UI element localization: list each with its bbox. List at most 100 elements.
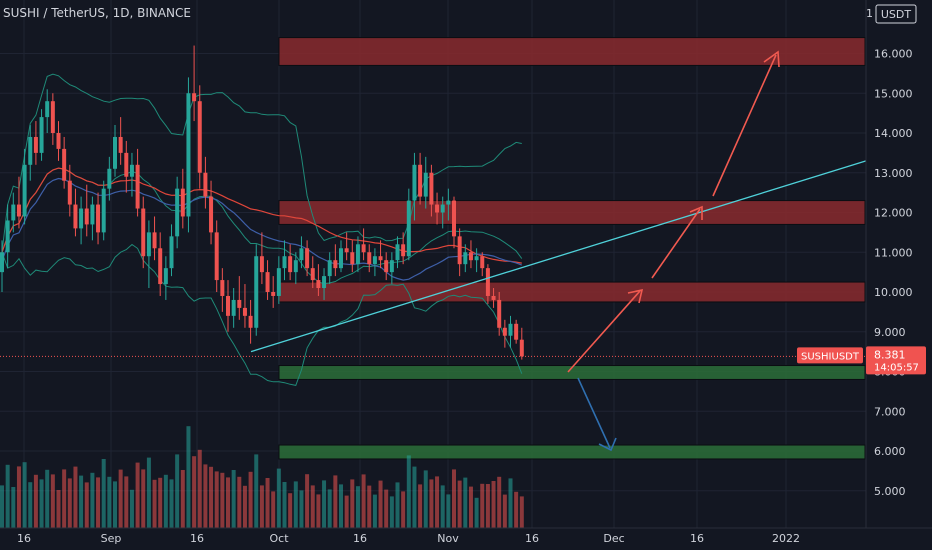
candle[interactable] xyxy=(22,164,27,217)
candle[interactable] xyxy=(361,244,366,253)
candle[interactable] xyxy=(418,164,423,197)
candle[interactable] xyxy=(372,256,377,265)
candle[interactable] xyxy=(474,256,479,261)
candle[interactable] xyxy=(299,248,304,261)
candle[interactable] xyxy=(339,248,343,269)
candle[interactable] xyxy=(231,299,236,316)
candle[interactable] xyxy=(124,152,129,177)
candle[interactable] xyxy=(485,268,490,296)
candle[interactable] xyxy=(327,260,332,277)
candle[interactable] xyxy=(519,339,524,357)
candle[interactable] xyxy=(73,204,78,229)
candle[interactable] xyxy=(135,164,140,209)
candle[interactable] xyxy=(129,164,134,177)
candle[interactable] xyxy=(11,204,16,221)
candle[interactable] xyxy=(389,260,394,273)
currency-button[interactable] xyxy=(875,4,917,24)
candle[interactable] xyxy=(209,196,214,233)
candle[interactable] xyxy=(0,252,4,273)
candle[interactable] xyxy=(254,256,259,328)
candle[interactable] xyxy=(401,244,406,257)
candle[interactable] xyxy=(293,260,298,273)
candle[interactable] xyxy=(468,252,473,261)
time-axis[interactable]: 16 Sep 16 Oct 16 Nov 16 Dec 16 2022 xyxy=(17,532,800,545)
candle[interactable] xyxy=(344,248,349,253)
arrow-head[interactable] xyxy=(627,288,644,304)
candle[interactable] xyxy=(378,256,383,261)
candle[interactable] xyxy=(141,208,146,257)
candle[interactable] xyxy=(355,244,360,265)
candle[interactable] xyxy=(514,323,519,340)
candle[interactable] xyxy=(113,136,117,169)
candle[interactable] xyxy=(288,256,293,273)
candle[interactable] xyxy=(322,276,327,289)
candle[interactable] xyxy=(197,101,202,173)
arrow-head[interactable] xyxy=(763,50,780,68)
candle[interactable] xyxy=(62,148,67,181)
candle[interactable] xyxy=(152,232,157,249)
candle[interactable] xyxy=(265,272,270,292)
candle[interactable] xyxy=(28,136,33,165)
candle[interactable] xyxy=(502,327,507,336)
candle[interactable] xyxy=(39,117,44,153)
candle[interactable] xyxy=(84,208,89,225)
candle[interactable] xyxy=(446,200,451,205)
candle[interactable] xyxy=(16,204,21,217)
candle[interactable] xyxy=(259,256,264,273)
candle[interactable] xyxy=(214,232,219,281)
candle[interactable] xyxy=(463,252,468,265)
candle[interactable] xyxy=(50,101,55,133)
trendline[interactable] xyxy=(250,160,867,353)
candle[interactable] xyxy=(186,93,191,217)
candle[interactable] xyxy=(242,307,247,316)
candle[interactable] xyxy=(33,136,38,153)
candle[interactable] xyxy=(107,168,112,189)
candle[interactable] xyxy=(158,248,163,285)
candle[interactable] xyxy=(67,180,72,205)
candle[interactable] xyxy=(118,136,123,153)
candle[interactable] xyxy=(435,204,440,213)
candle[interactable] xyxy=(316,280,321,289)
candles-layer[interactable] xyxy=(0,45,524,360)
candle[interactable] xyxy=(203,172,208,197)
candle[interactable] xyxy=(169,236,174,269)
candle[interactable] xyxy=(310,268,315,281)
candle[interactable] xyxy=(423,172,428,197)
candle[interactable] xyxy=(384,260,389,273)
candle[interactable] xyxy=(180,188,185,217)
arrow-head[interactable] xyxy=(598,437,617,452)
candle[interactable] xyxy=(90,204,95,225)
candle[interactable] xyxy=(350,252,355,265)
projection-arrow[interactable] xyxy=(577,377,611,449)
projection-arrow[interactable] xyxy=(651,208,701,279)
candle[interactable] xyxy=(79,208,84,229)
candle[interactable] xyxy=(276,268,281,296)
drawings-layer[interactable] xyxy=(250,50,867,452)
candle[interactable] xyxy=(406,200,411,257)
candle[interactable] xyxy=(480,256,485,269)
candle[interactable] xyxy=(45,101,50,118)
projection-arrow[interactable] xyxy=(712,54,777,197)
candle[interactable] xyxy=(96,204,101,233)
candle[interactable] xyxy=(508,323,513,336)
candle[interactable] xyxy=(163,268,168,285)
candle[interactable] xyxy=(429,172,434,205)
candle[interactable] xyxy=(101,188,106,233)
candle[interactable] xyxy=(333,260,338,269)
candle[interactable] xyxy=(146,232,151,257)
candle[interactable] xyxy=(226,295,230,316)
candle[interactable] xyxy=(192,93,197,102)
candle[interactable] xyxy=(457,236,462,265)
candle[interactable] xyxy=(175,188,180,237)
candle[interactable] xyxy=(412,164,417,201)
candle[interactable] xyxy=(452,200,456,237)
candle[interactable] xyxy=(440,204,445,213)
candle[interactable] xyxy=(367,252,372,265)
candle[interactable] xyxy=(271,292,276,296)
candle[interactable] xyxy=(248,315,253,328)
candle[interactable] xyxy=(497,299,502,328)
candle[interactable] xyxy=(395,244,400,261)
candle[interactable] xyxy=(491,295,496,300)
candle[interactable] xyxy=(220,280,225,296)
